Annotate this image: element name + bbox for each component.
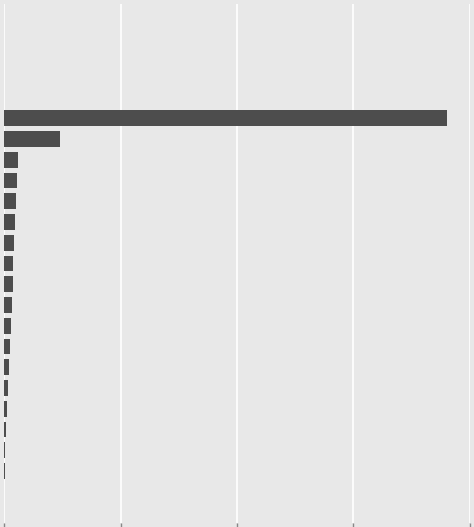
Bar: [4, 401, 7, 416]
Bar: [4, 256, 13, 271]
Bar: [4, 380, 8, 396]
Bar: [4, 173, 17, 188]
Bar: [4, 111, 447, 126]
Bar: [4, 443, 5, 458]
Bar: [4, 214, 15, 230]
Bar: [4, 152, 18, 168]
Bar: [4, 318, 11, 334]
Bar: [4, 422, 6, 437]
Bar: [4, 277, 12, 292]
Bar: [4, 297, 12, 313]
Bar: [4, 339, 10, 354]
Bar: [4, 359, 9, 375]
Bar: [4, 235, 14, 250]
Bar: [4, 193, 16, 209]
Bar: [4, 131, 60, 147]
